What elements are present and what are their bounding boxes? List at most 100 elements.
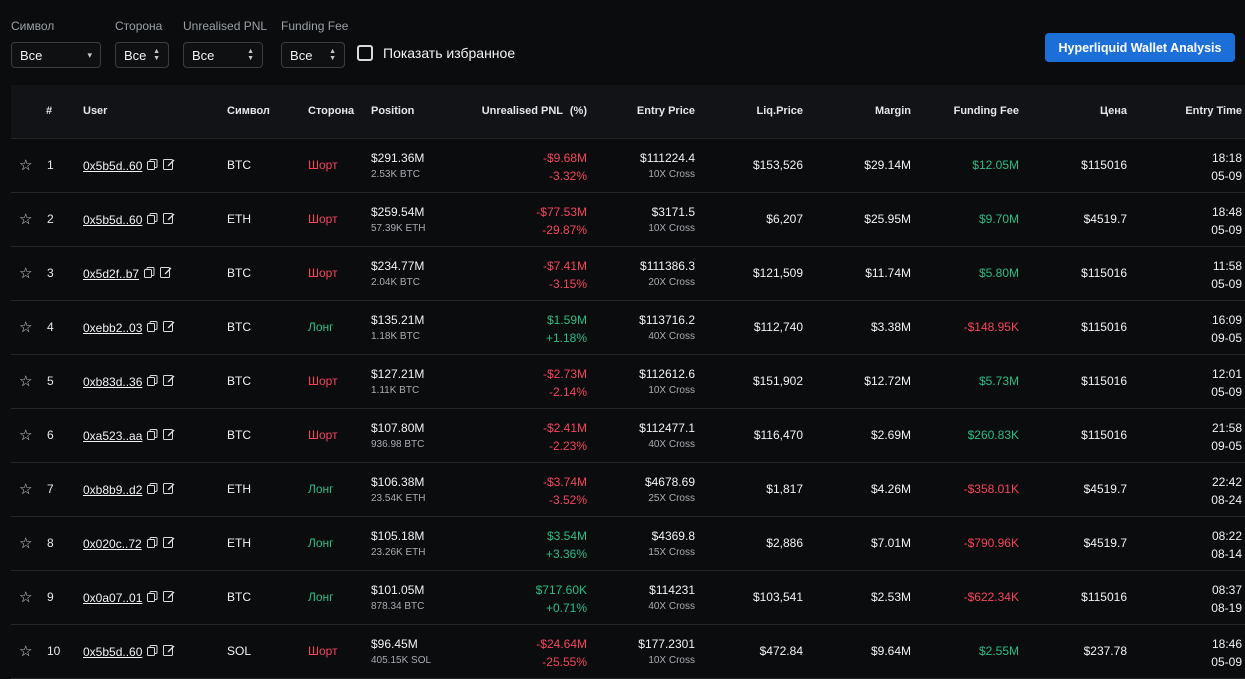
position-cell: $127.21M 1.11K BTC [371, 365, 424, 398]
symbol: BTC [227, 374, 251, 388]
edit-icon[interactable] [163, 212, 175, 227]
copy-icon[interactable] [146, 536, 158, 551]
pnl-cell: -$7.41M -3.15% [543, 257, 587, 293]
entry-date: 05-09 [1211, 169, 1242, 183]
user-address-link[interactable]: 0x5d2f..b7 [83, 266, 140, 281]
entry-cell: $111386.3 20X Cross [640, 257, 695, 290]
filter-value: Все [290, 47, 313, 63]
user-address-link[interactable]: 0x0a07..01 [83, 590, 143, 605]
leverage: 10X Cross [648, 655, 695, 666]
table-row[interactable]: ☆ 3 0x5d2f..b7 BTC Шорт $234.77M 2.04K B… [11, 247, 1245, 301]
copy-icon[interactable] [144, 266, 155, 281]
price: $115016 [1081, 158, 1127, 172]
pnl-percent: +3.36% [545, 547, 587, 561]
filter-select-funding-fee[interactable]: Все ▲ ▼ [281, 42, 346, 68]
table-row[interactable]: ☆ 4 0xebb2..03 BTC Лонг $135.21M 1.18K B… [11, 301, 1245, 355]
star-icon[interactable]: ☆ [19, 211, 33, 228]
edit-icon[interactable] [163, 482, 175, 497]
symbol: SOL [227, 644, 252, 658]
pnl-percent: -3.32% [548, 169, 587, 183]
star-icon[interactable]: ☆ [19, 427, 33, 444]
user-address-link[interactable]: 0xa523..aa [83, 428, 143, 443]
star-icon[interactable]: ☆ [19, 373, 33, 390]
edit-icon[interactable] [163, 374, 175, 389]
entry-date: 05-09 [1211, 277, 1242, 291]
position-value: $291.36M [371, 151, 425, 165]
star-icon[interactable]: ☆ [19, 643, 33, 660]
copy-icon[interactable] [147, 644, 158, 659]
table-row[interactable]: ☆ 8 0x020c..72 ETH Лонг $105.18M 23.26K … [11, 517, 1245, 571]
table-header: # User Символ Сторона Position Unrealise… [11, 85, 1245, 139]
price: $4519.7 [1083, 536, 1127, 550]
copy-icon[interactable] [147, 590, 158, 605]
star-icon[interactable]: ☆ [19, 265, 33, 282]
user-address-link[interactable]: 0xebb2..03 [83, 320, 143, 335]
funding-fee: $5.80M [978, 266, 1019, 280]
copy-icon[interactable] [147, 212, 158, 227]
edit-icon[interactable] [163, 590, 175, 605]
user-address-link[interactable]: 0x5b5d..60 [83, 644, 143, 659]
position-value: $127.21M [371, 367, 425, 381]
liq-price: $116,470 [753, 428, 803, 442]
favorites-toggle[interactable]: Показать избранное [357, 45, 515, 61]
copy-icon[interactable] [147, 320, 158, 335]
star-icon[interactable]: ☆ [19, 319, 33, 336]
edit-icon[interactable] [163, 158, 175, 173]
copy-icon[interactable] [147, 482, 158, 497]
edit-icon[interactable] [163, 320, 175, 335]
position-cell: $259.54M 57.39K ETH [371, 203, 425, 236]
entry-date: 09-05 [1211, 439, 1242, 453]
copy-icon[interactable] [147, 158, 158, 173]
star-icon[interactable]: ☆ [19, 481, 33, 498]
star-icon[interactable]: ☆ [19, 157, 33, 174]
user-address-link[interactable]: 0x5b5d..60 [83, 158, 143, 173]
user-address-link[interactable]: 0xb83d..36 [83, 374, 143, 389]
favorites-checkbox[interactable] [357, 45, 373, 61]
edit-icon[interactable] [163, 428, 175, 443]
table-row[interactable]: ☆ 10 0x5b5d..60 SOL Шорт $96.45M 405.15K… [11, 625, 1245, 679]
entry-price: $4369.8 [651, 529, 695, 543]
edit-icon[interactable] [163, 644, 175, 659]
filter-select-unrealised-pnl[interactable]: Все ▲ ▼ [183, 42, 263, 68]
filter-select-symbol[interactable]: Все ▾ [11, 42, 101, 68]
rank: 3 [47, 266, 54, 280]
table-body: ☆ 1 0x5b5d..60 BTC Шорт $291.36M 2.53K B… [11, 139, 1245, 679]
edit-icon[interactable] [162, 536, 175, 551]
user-cell: 0xb8b9..d2 [83, 463, 175, 516]
margin: $3.38M [870, 320, 911, 334]
leverage: 10X Cross [648, 169, 695, 180]
table-row[interactable]: ☆ 7 0xb8b9..d2 ETH Лонг $106.38M 23.54K … [11, 463, 1245, 517]
star-icon[interactable]: ☆ [19, 589, 33, 606]
entry-cell: $177.2301 10X Cross [638, 635, 695, 668]
position-size: 23.54K ETH [371, 493, 426, 504]
entry-time-cell: 21:58 09-05 [1211, 419, 1242, 455]
table-row[interactable]: ☆ 2 0x5b5d..60 ETH Шорт $259.54M 57.39K … [11, 193, 1245, 247]
user-address-link[interactable]: 0x5b5d..60 [83, 212, 143, 227]
table-row[interactable]: ☆ 1 0x5b5d..60 BTC Шорт $291.36M 2.53K B… [11, 139, 1245, 193]
position-size: 936.98 BTC [371, 439, 425, 450]
table-row[interactable]: ☆ 6 0xa523..aa BTC Шорт $107.80M 936.98 … [11, 409, 1245, 463]
pnl-cell: $1.59M +1.18% [546, 311, 587, 347]
price: $115016 [1081, 320, 1127, 334]
hyperliquid-wallet-analysis-button[interactable]: Hyperliquid Wallet Analysis [1045, 33, 1235, 62]
copy-icon[interactable] [147, 374, 158, 389]
entry-price: $113716.2 [639, 313, 695, 327]
position-value: $107.80M [371, 421, 425, 435]
entry-price: $4678.69 [644, 475, 695, 489]
liq-price: $103,541 [752, 590, 803, 604]
leverage: 10X Cross [648, 223, 695, 234]
funding-fee: -$148.95K [963, 320, 1019, 334]
pnl-cell: $717.60K +0.71% [536, 581, 587, 617]
copy-icon[interactable] [147, 428, 158, 443]
margin: $2.69M [870, 428, 911, 442]
star-icon[interactable]: ☆ [19, 535, 33, 552]
edit-icon[interactable] [160, 266, 172, 281]
col-user: User [83, 105, 108, 117]
user-address-link[interactable]: 0xb8b9..d2 [83, 482, 143, 497]
table-row[interactable]: ☆ 5 0xb83d..36 BTC Шорт $127.21M 1.11K B… [11, 355, 1245, 409]
user-address-link[interactable]: 0x020c..72 [83, 536, 142, 551]
table-row[interactable]: ☆ 9 0x0a07..01 BTC Лонг $101.05M 878.34 … [11, 571, 1245, 625]
filter-select-side[interactable]: Все ▲ ▼ [115, 42, 169, 68]
position-cell: $101.05M 878.34 BTC [371, 581, 424, 614]
price: $115016 [1081, 374, 1127, 388]
